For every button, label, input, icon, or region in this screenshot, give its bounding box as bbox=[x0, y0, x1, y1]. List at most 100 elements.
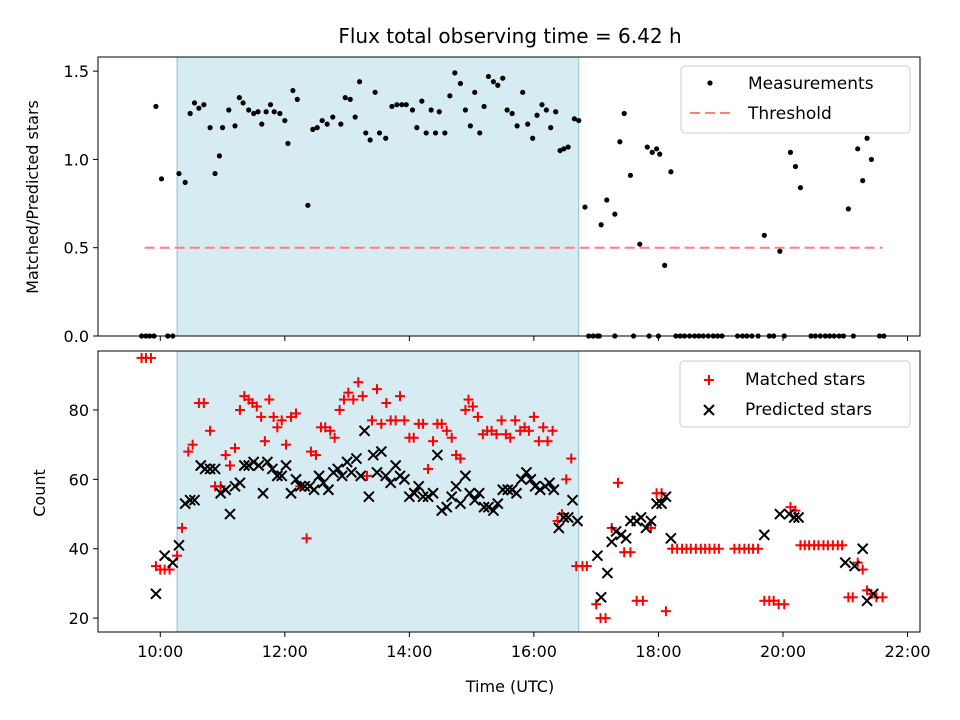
predicted-star-point bbox=[345, 466, 358, 479]
legend-predicted-x bbox=[703, 404, 715, 416]
measurement-point bbox=[428, 107, 434, 113]
predicted-star-point bbox=[199, 463, 211, 475]
predicted-star-point bbox=[179, 497, 191, 510]
x-tick-label: 12:00 bbox=[262, 642, 308, 661]
matched-star-point bbox=[591, 599, 602, 610]
predicted-star-point bbox=[620, 532, 632, 545]
measurement-point bbox=[267, 102, 274, 108]
predicted-star-point bbox=[473, 487, 485, 499]
predicted-star-point bbox=[446, 490, 458, 503]
measurement-point bbox=[330, 114, 336, 120]
measurement-point bbox=[290, 87, 296, 94]
predicted-star-point bbox=[543, 477, 556, 489]
matched-star-point bbox=[460, 404, 471, 415]
measurement-point bbox=[314, 125, 320, 131]
matched-stars-series bbox=[136, 352, 888, 624]
matched-star-point bbox=[637, 595, 648, 606]
predicted-star-point bbox=[224, 508, 236, 520]
measurement-point bbox=[367, 137, 373, 143]
predicted-star-point bbox=[655, 497, 668, 510]
legend-predicted-marker bbox=[703, 404, 715, 416]
predicted-star-point bbox=[167, 556, 179, 569]
matched-star-point bbox=[264, 394, 275, 405]
matched-star-point bbox=[612, 477, 623, 488]
measurement-point bbox=[191, 100, 198, 106]
predicted-star-point bbox=[792, 511, 805, 524]
predicted-star-point bbox=[487, 504, 500, 517]
predicted-star-point bbox=[252, 459, 265, 472]
predicted-star-point bbox=[242, 459, 255, 472]
measurement-point bbox=[409, 107, 416, 113]
measurement-point bbox=[324, 121, 330, 127]
measurement-point bbox=[612, 211, 618, 217]
measurement-point bbox=[436, 109, 442, 115]
predicted-star-point bbox=[510, 487, 523, 499]
matched-star-point bbox=[272, 422, 283, 433]
predicted-star-point bbox=[615, 529, 627, 541]
matched-star-point bbox=[625, 547, 636, 558]
matched-star-point bbox=[234, 404, 245, 415]
predicted-star-point bbox=[363, 490, 375, 503]
predicted-star-point bbox=[313, 470, 325, 482]
measurement-point bbox=[403, 102, 409, 108]
legend-threshold-label: Threshold bbox=[747, 104, 832, 124]
measurement-point bbox=[226, 107, 232, 113]
measurement-point bbox=[153, 103, 159, 110]
predicted-star-point bbox=[660, 490, 672, 503]
predicted-star-point bbox=[317, 477, 330, 489]
matched-star-point bbox=[542, 436, 553, 447]
measurement-point bbox=[598, 222, 604, 228]
measurement-point bbox=[338, 121, 344, 127]
legend-matched-marker bbox=[704, 375, 714, 385]
predicted-star-point bbox=[558, 511, 570, 524]
measurement-point bbox=[864, 135, 870, 141]
measurement-point bbox=[561, 146, 567, 152]
measurement-point bbox=[582, 204, 588, 210]
matched-star-point bbox=[251, 401, 262, 412]
measurement-point bbox=[277, 110, 283, 117]
predicted-star-point bbox=[285, 487, 297, 499]
matched-star-point bbox=[847, 592, 858, 603]
measurement-point bbox=[668, 169, 674, 175]
matched-star-point bbox=[533, 436, 544, 447]
matched-star-point bbox=[357, 391, 368, 402]
predicted-star-point bbox=[839, 556, 851, 569]
x-tick-label: 20:00 bbox=[760, 642, 806, 661]
matched-star-point bbox=[660, 606, 671, 617]
predicted-star-point bbox=[384, 477, 397, 489]
predicted-star-point bbox=[758, 529, 771, 541]
predicted-star-point bbox=[450, 480, 462, 493]
predicted-star-point bbox=[238, 459, 251, 472]
measurement-point bbox=[571, 116, 577, 122]
measurement-point bbox=[472, 89, 478, 95]
matched-star-point bbox=[395, 391, 406, 402]
predicted-star-point bbox=[774, 508, 786, 520]
predicted-star-point bbox=[408, 487, 421, 499]
matched-star-point bbox=[505, 432, 516, 443]
predicted-star-point bbox=[229, 480, 241, 493]
matched-star-point bbox=[418, 418, 429, 429]
predicted-star-point bbox=[375, 445, 388, 458]
measurement-point bbox=[495, 82, 501, 88]
matched-star-point bbox=[325, 425, 336, 436]
measurement-point bbox=[530, 135, 536, 141]
measurement-point bbox=[509, 110, 515, 117]
predicted-star-point bbox=[371, 466, 383, 479]
predicted-star-point bbox=[336, 470, 348, 482]
matched-star-point bbox=[177, 522, 188, 533]
matched-star-point bbox=[645, 522, 656, 533]
matched-star-point bbox=[779, 599, 790, 610]
matched-star-point bbox=[523, 425, 534, 436]
x-tick-label: 16:00 bbox=[511, 642, 557, 661]
predicted-star-point bbox=[247, 456, 260, 468]
predicted-star-point bbox=[332, 463, 344, 475]
predicted-star-point bbox=[640, 522, 652, 534]
measurement-point bbox=[432, 130, 439, 136]
y-tick-label: 0.0 bbox=[64, 327, 89, 346]
matched-star-point bbox=[183, 446, 194, 457]
top-y-axis: 0.0 0.5 1.0 1.5 bbox=[64, 62, 98, 346]
predicted-star-point bbox=[257, 487, 269, 499]
predicted-star-point bbox=[350, 452, 363, 465]
matched-star-point bbox=[187, 439, 198, 450]
